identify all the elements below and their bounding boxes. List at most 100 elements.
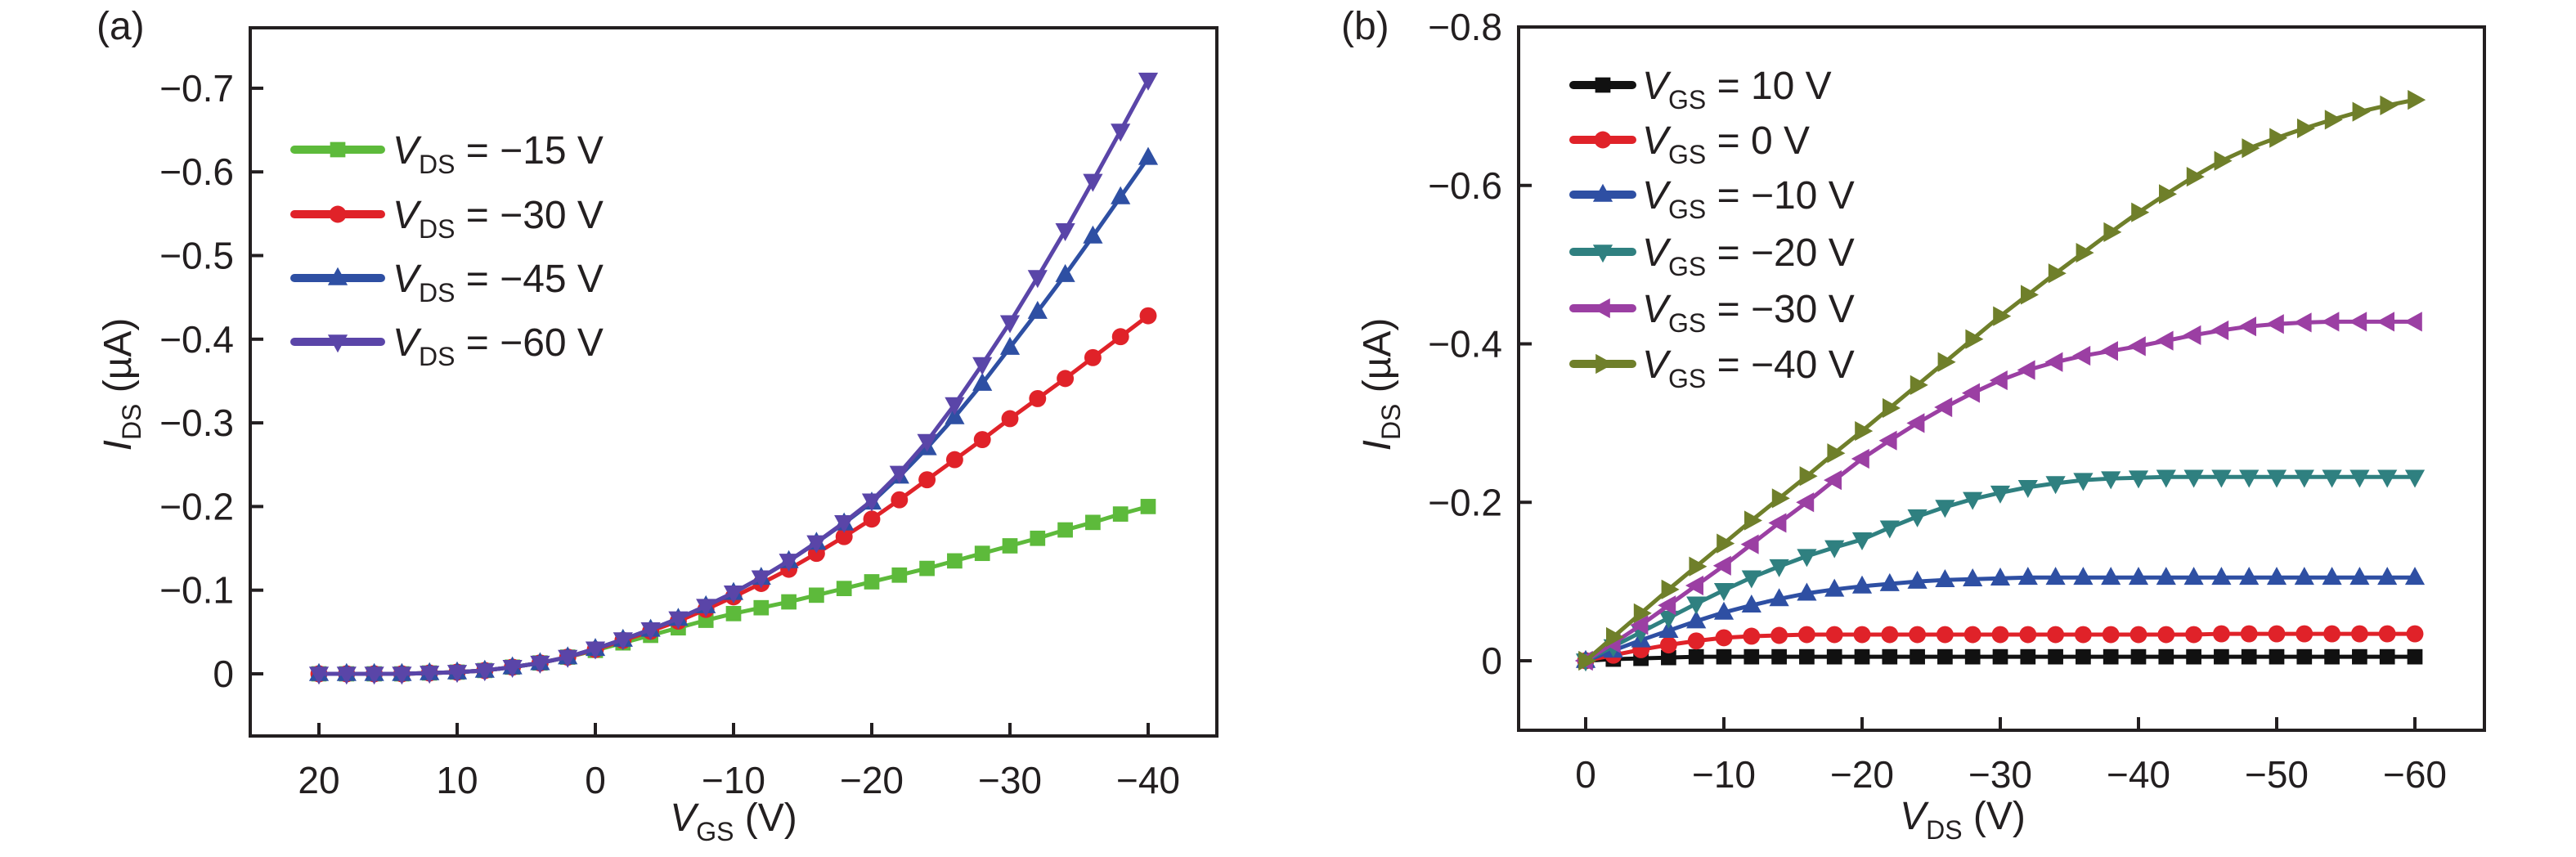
data-point: [613, 632, 633, 651]
data-point: [1744, 510, 1762, 531]
data-point: [2186, 648, 2201, 665]
data-point: [1027, 270, 1048, 289]
data-point: [308, 666, 330, 685]
legend-label-rest: = −60 V: [455, 321, 603, 365]
data-point: [945, 397, 965, 415]
legend-label: VGS = −30 V: [1642, 288, 1855, 338]
data-point: [2296, 648, 2313, 665]
series-5: [1574, 312, 2422, 671]
panel-b: (b) 0 −0.2 −0.4 −0.6 −0.8 0 −10 −20 −30 −40 −50 −6…: [1341, 5, 2486, 845]
data-point: [1771, 648, 1787, 665]
data-point: [945, 451, 963, 469]
legend-label-rest: = −40 V: [1706, 343, 1854, 387]
data-point: [2407, 648, 2423, 665]
data-point: [836, 581, 852, 597]
data-point: [2238, 316, 2256, 337]
data-point: [2406, 625, 2424, 643]
data-point: [1001, 410, 1019, 428]
data-point: [2269, 648, 2285, 665]
data-point: [1661, 649, 1676, 666]
x-tick-label: 20: [298, 759, 339, 801]
data-point: [1963, 626, 1981, 644]
data-point: [1937, 352, 1956, 372]
data-point: [1085, 514, 1101, 531]
panel-a-series: [308, 72, 1159, 685]
data-point: [2017, 480, 2038, 499]
x-tick-label: −40: [2107, 753, 2170, 796]
data-point: [919, 560, 935, 577]
data-point: [2404, 567, 2426, 586]
data-point: [1659, 636, 1677, 654]
data-point: [2296, 625, 2313, 643]
data-point: [2349, 567, 2370, 586]
data-point: [2352, 101, 2371, 122]
y-tick-label: −0.3: [159, 402, 234, 444]
data-point: [1853, 626, 1871, 644]
data-point: [1111, 328, 1129, 346]
legend-label-sub: DS: [419, 214, 455, 244]
data-point: [2210, 320, 2229, 341]
data-point: [447, 665, 468, 684]
data-point: [2076, 648, 2091, 665]
data-point: [1055, 223, 1075, 242]
panel-b-y-ticks: 0 −0.2 −0.4 −0.6 −0.8: [1428, 6, 1532, 682]
data-point: [2074, 626, 2092, 644]
y-tick-label: −0.8: [1428, 6, 1502, 48]
data-point: [1057, 522, 1073, 538]
data-point: [2128, 567, 2149, 586]
data-point: [2324, 110, 2343, 130]
data-point: [530, 655, 550, 674]
data-point: [2045, 476, 2066, 495]
data-point: [1796, 492, 1815, 513]
data-point: [806, 535, 827, 554]
data-point: [2266, 469, 2287, 488]
data-point: [779, 554, 799, 572]
data-point: [2157, 626, 2175, 644]
panel-b-label: (b): [1341, 5, 1389, 48]
y-tick-label: −0.7: [159, 67, 234, 110]
data-point: [2239, 567, 2260, 586]
panel-b-x-axis-title: VDS (V): [1900, 795, 2026, 845]
legend-label: VDS = −30 V: [393, 194, 604, 244]
data-point: [2376, 312, 2394, 332]
x-tick-label: 0: [585, 759, 606, 801]
series-4: [308, 72, 1159, 685]
data-point: [999, 336, 1021, 355]
data-point: [1906, 413, 1925, 433]
panel-b-ylabel-main: I: [1356, 440, 1399, 451]
panel-b-xlabel-main: V: [1900, 795, 1929, 838]
data-point: [696, 599, 716, 617]
legend-entry: VGS = −40 V: [1569, 343, 1855, 393]
legend-entry: VGS = 0 V: [1569, 119, 1810, 169]
panel-b-x-ticks: 0 −10 −20 −30 −40 −50 −60: [1575, 717, 2447, 796]
data-point: [1797, 549, 1817, 568]
legend-label: VGS = 0 V: [1642, 119, 1810, 169]
data-point: [2404, 469, 2426, 488]
legend-marker: [330, 141, 346, 158]
x-tick-label: −20: [840, 759, 904, 801]
data-point: [2019, 626, 2037, 644]
legend-entry: VDS = −15 V: [290, 129, 604, 179]
data-point: [2156, 469, 2176, 488]
data-point: [889, 465, 909, 484]
data-point: [1934, 397, 1953, 418]
legend-label: VGS = −20 V: [1642, 231, 1855, 281]
data-point: [1713, 582, 1735, 601]
legend-label: VGS = −40 V: [1642, 343, 1855, 393]
data-point: [917, 433, 937, 452]
data-point: [1057, 370, 1075, 388]
data-point: [918, 471, 936, 489]
data-point: [1824, 540, 1845, 559]
x-tick-label: −20: [1830, 753, 1894, 796]
panel-b-xlabel-sub: DS: [1926, 815, 1962, 845]
data-point: [972, 357, 993, 375]
data-point: [1658, 619, 1679, 638]
data-point: [1910, 648, 1925, 665]
legend-label-sub: GS: [1668, 140, 1706, 169]
x-tick-label: 0: [1575, 753, 1596, 796]
legend-label-rest: = 0 V: [1706, 119, 1810, 163]
data-point: [2072, 345, 2091, 366]
data-point: [2380, 95, 2399, 116]
